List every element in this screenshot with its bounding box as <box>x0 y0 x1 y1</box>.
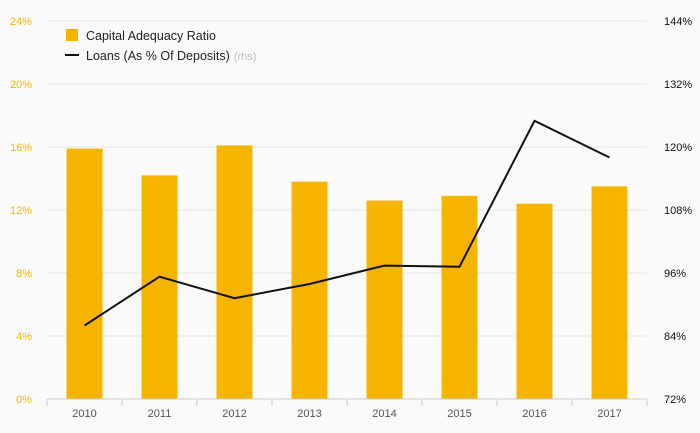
x-tick-label: 2013 <box>297 408 321 420</box>
right-axis: 72% 84% 96% 108% 120% 132% 144% <box>664 16 692 406</box>
bar-2010 <box>66 148 103 399</box>
left-axis: 0% 4% 8% 12% 16% 20% 24% <box>10 16 32 406</box>
left-tick-label: 16% <box>10 142 32 154</box>
bar-2012 <box>216 145 253 399</box>
legend-label-capital-adequacy: Capital Adequacy Ratio <box>86 29 216 43</box>
x-tick-label: 2017 <box>597 408 621 420</box>
left-tick-label: 12% <box>10 205 32 217</box>
gridlines <box>47 20 647 337</box>
x-tick-label: 2012 <box>222 408 246 420</box>
legend-loans-note: (rhs) <box>234 51 257 63</box>
bar-2016 <box>516 203 553 399</box>
legend-label-loans: Loans (As % Of Deposits) (rhs) <box>86 49 256 63</box>
bar-2011 <box>141 175 178 399</box>
right-tick-label: 120% <box>664 142 692 154</box>
x-tick-label: 2016 <box>522 408 546 420</box>
legend-loans-name: Loans (As % Of Deposits) <box>86 49 230 63</box>
right-tick-label: 72% <box>664 394 686 406</box>
bar-2015 <box>441 195 478 399</box>
right-tick-label: 96% <box>664 268 686 280</box>
right-tick-label: 132% <box>664 79 692 91</box>
left-tick-label: 0% <box>16 394 32 406</box>
right-tick-label: 144% <box>664 16 692 28</box>
right-tick-label: 84% <box>664 331 686 343</box>
right-tick-label: 108% <box>664 205 692 217</box>
x-axis: 2010 2011 2012 2013 2014 2015 2016 2017 <box>46 398 648 420</box>
legend-swatch-capital-adequacy <box>66 29 78 41</box>
left-tick-label: 8% <box>16 268 32 280</box>
left-tick-label: 24% <box>10 16 32 28</box>
x-tick-label: 2011 <box>148 408 172 420</box>
left-tick-label: 20% <box>10 79 32 91</box>
left-tick-label: 4% <box>16 331 32 343</box>
x-tick-label: 2015 <box>447 408 471 420</box>
bar-series-capital-adequacy <box>66 145 628 399</box>
bar-2017 <box>591 186 628 399</box>
bar-2013 <box>291 181 328 399</box>
x-tick-label: 2010 <box>72 408 96 420</box>
legend: Capital Adequacy Ratio Loans (As % Of De… <box>65 29 256 63</box>
bar-2014 <box>366 200 403 399</box>
x-tick-label: 2014 <box>372 408 396 420</box>
line-series-loans <box>83 119 610 327</box>
